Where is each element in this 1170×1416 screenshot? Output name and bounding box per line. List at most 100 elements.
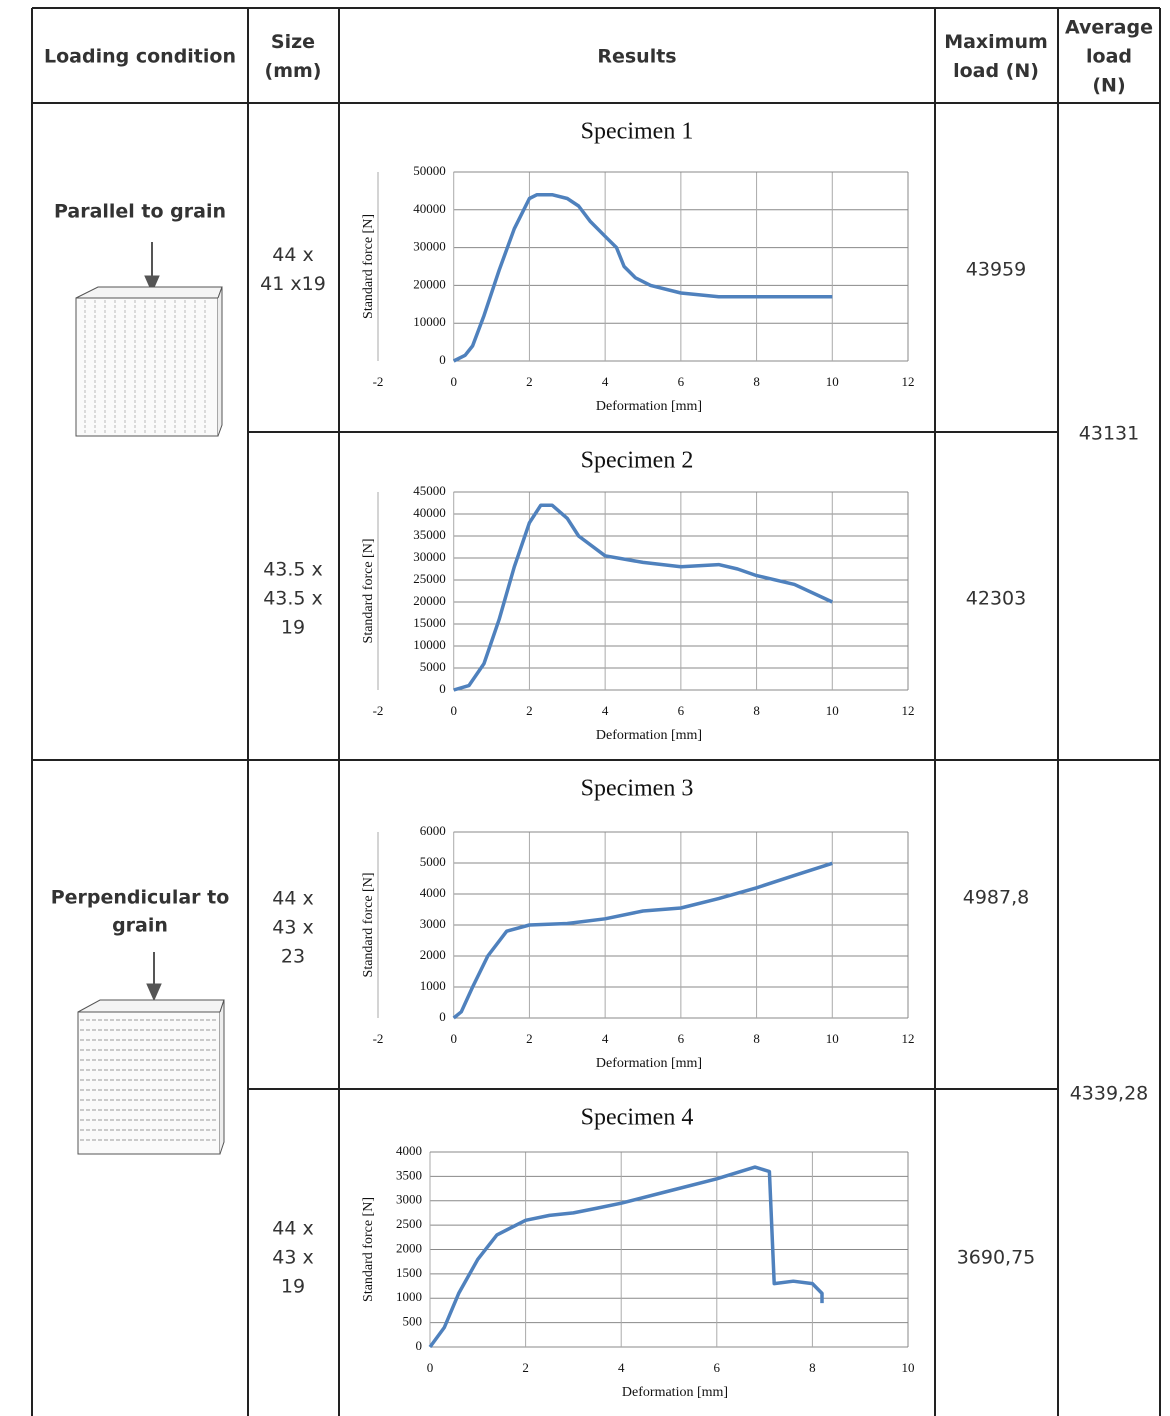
loading-condition: Perpendicular to xyxy=(51,887,230,909)
x-tick-label: 4 xyxy=(602,374,609,389)
y-tick-label: 5000 xyxy=(420,659,446,674)
y-tick-label: 40000 xyxy=(413,201,446,216)
y-tick-label: 30000 xyxy=(413,549,446,564)
average-load: 43131 xyxy=(1079,423,1139,445)
column-header: Maximum xyxy=(944,31,1048,53)
column-header: load xyxy=(1086,46,1132,68)
size: 43.5 x xyxy=(263,588,323,610)
x-tick-label: -2 xyxy=(373,374,384,389)
table-borders xyxy=(31,7,1161,1416)
y-tick-label: 40000 xyxy=(413,505,446,520)
y-axis-label: Standard force [N] xyxy=(361,873,376,978)
loading-condition: Parallel to grain xyxy=(54,201,226,223)
data-line xyxy=(453,503,834,692)
x-tick-label: 0 xyxy=(427,1360,434,1375)
y-tick-label: 45000 xyxy=(413,483,446,498)
max-load: 4987,8 xyxy=(963,887,1029,909)
x-tick-label: 6 xyxy=(714,1360,721,1375)
y-tick-label: 20000 xyxy=(413,593,446,608)
y-axis-label: Standard force [N] xyxy=(361,214,376,319)
x-tick-label: 10 xyxy=(826,374,839,389)
x-tick-label: 4 xyxy=(602,1031,609,1046)
data-line xyxy=(428,1165,824,1349)
max-load: 42303 xyxy=(966,588,1026,610)
y-tick-label: 10000 xyxy=(413,637,446,652)
y-tick-label: 30000 xyxy=(413,239,446,254)
chart-title: Specimen 4 xyxy=(581,1105,694,1131)
x-tick-label: 12 xyxy=(902,1031,915,1046)
size: 43.5 x xyxy=(263,559,323,581)
x-tick-label: 6 xyxy=(678,703,685,718)
x-tick-label: -2 xyxy=(373,703,384,718)
column-header: load (N) xyxy=(953,60,1039,82)
y-tick-label: 6000 xyxy=(420,823,446,838)
x-axis-label: Deformation [mm] xyxy=(596,728,702,743)
x-tick-label: 6 xyxy=(678,1031,685,1046)
x-tick-label: 2 xyxy=(526,374,533,389)
y-tick-label: 25000 xyxy=(413,571,446,586)
x-axis-label: Deformation [mm] xyxy=(596,1056,702,1071)
y-axis-label: Standard force [N] xyxy=(361,539,376,644)
size: 44 x xyxy=(272,244,313,266)
y-tick-label: 1000 xyxy=(420,978,446,993)
column-header: Results xyxy=(597,46,676,68)
y-tick-label: 4000 xyxy=(396,1143,422,1158)
column-header: (mm) xyxy=(265,60,322,82)
chart: Specimen 4050010001500200025003000350040… xyxy=(361,1105,914,1401)
y-axis-label: Standard force [N] xyxy=(361,1197,376,1302)
size: 43 x xyxy=(272,1247,313,1269)
average-load: 4339,28 xyxy=(1070,1083,1149,1105)
y-tick-label: 15000 xyxy=(413,615,446,630)
block-parallel xyxy=(75,242,223,437)
x-tick-label: 10 xyxy=(826,1031,839,1046)
x-tick-label: 12 xyxy=(902,703,915,718)
y-tick-label: 3500 xyxy=(396,1167,422,1182)
column-header: Loading condition xyxy=(44,46,236,68)
data-line xyxy=(452,192,833,363)
y-tick-label: 10000 xyxy=(413,314,446,329)
y-tick-label: 0 xyxy=(416,1338,423,1353)
y-tick-label: 1500 xyxy=(396,1265,422,1280)
y-tick-label: 20000 xyxy=(413,276,446,291)
x-tick-label: 12 xyxy=(902,374,915,389)
x-tick-label: 8 xyxy=(809,1360,816,1375)
y-tick-label: 5000 xyxy=(420,854,446,869)
x-tick-label: 8 xyxy=(753,703,760,718)
size: 19 xyxy=(281,617,305,639)
x-tick-label: 10 xyxy=(826,703,839,718)
chart-title: Specimen 1 xyxy=(581,119,694,145)
y-tick-label: 4000 xyxy=(420,885,446,900)
y-tick-label: 2000 xyxy=(396,1240,422,1255)
column-header: Size xyxy=(271,31,315,53)
size: 19 xyxy=(281,1276,305,1298)
x-axis-label: Deformation [mm] xyxy=(622,1385,728,1400)
x-tick-label: 2 xyxy=(526,1031,533,1046)
x-tick-label: 2 xyxy=(526,703,533,718)
column-header: Average xyxy=(1065,17,1153,39)
y-tick-label: 2500 xyxy=(396,1216,422,1231)
x-tick-label: 8 xyxy=(753,374,760,389)
y-tick-label: 500 xyxy=(403,1314,423,1329)
block-perpendicular xyxy=(77,952,225,1155)
y-tick-label: 0 xyxy=(439,352,446,367)
x-tick-label: 0 xyxy=(450,374,457,389)
data-line xyxy=(452,861,833,1020)
chart-title: Specimen 2 xyxy=(581,448,694,474)
x-tick-label: 0 xyxy=(450,1031,457,1046)
column-header: (N) xyxy=(1092,75,1125,97)
x-axis-label: Deformation [mm] xyxy=(596,399,702,414)
size: 44 x xyxy=(272,1218,313,1240)
max-load: 3690,75 xyxy=(957,1247,1036,1269)
size: 44 x xyxy=(272,888,313,910)
chart: Specimen 2 0 5000 10000 15000 20000 25000 30000… xyxy=(361,448,914,744)
y-tick-label: 50000 xyxy=(413,163,446,178)
max-load: 43959 xyxy=(966,259,1026,281)
x-tick-label: 8 xyxy=(753,1031,760,1046)
y-tick-label: 35000 xyxy=(413,527,446,542)
y-tick-label: 0 xyxy=(439,681,446,696)
size: 41 x19 xyxy=(260,273,326,295)
y-tick-label: 0 xyxy=(439,1009,446,1024)
chart-title: Specimen 3 xyxy=(581,776,694,802)
y-tick-label: 3000 xyxy=(396,1192,422,1207)
